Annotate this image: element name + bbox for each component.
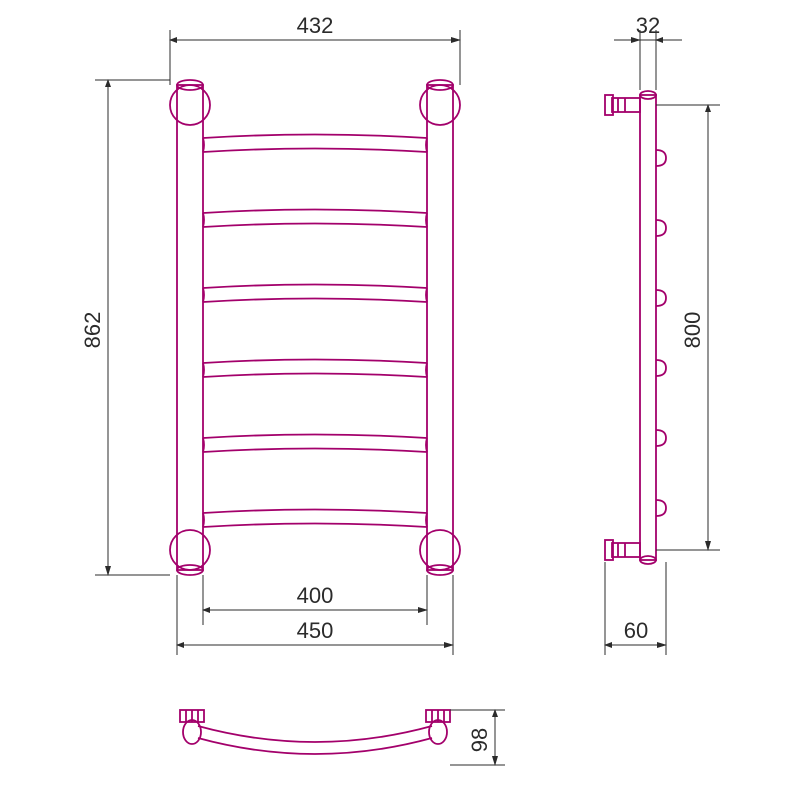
side-view: 32 800 60 (605, 13, 720, 655)
dim-bottom-outer: 450 (297, 618, 334, 643)
dim-left-height: 862 (80, 312, 105, 349)
profile-view: 98 (180, 710, 505, 765)
dim-right-height: 800 (680, 312, 705, 349)
front-view: 432 862 400 450 (80, 13, 460, 655)
dim-side-top: 32 (636, 13, 660, 38)
dim-top-width: 432 (297, 13, 334, 38)
dim-bottom-inner: 400 (297, 583, 334, 608)
dim-side-bottom: 60 (624, 618, 648, 643)
dimension-drawing: 432 862 400 450 (0, 0, 800, 800)
dim-profile-height: 98 (467, 728, 492, 752)
